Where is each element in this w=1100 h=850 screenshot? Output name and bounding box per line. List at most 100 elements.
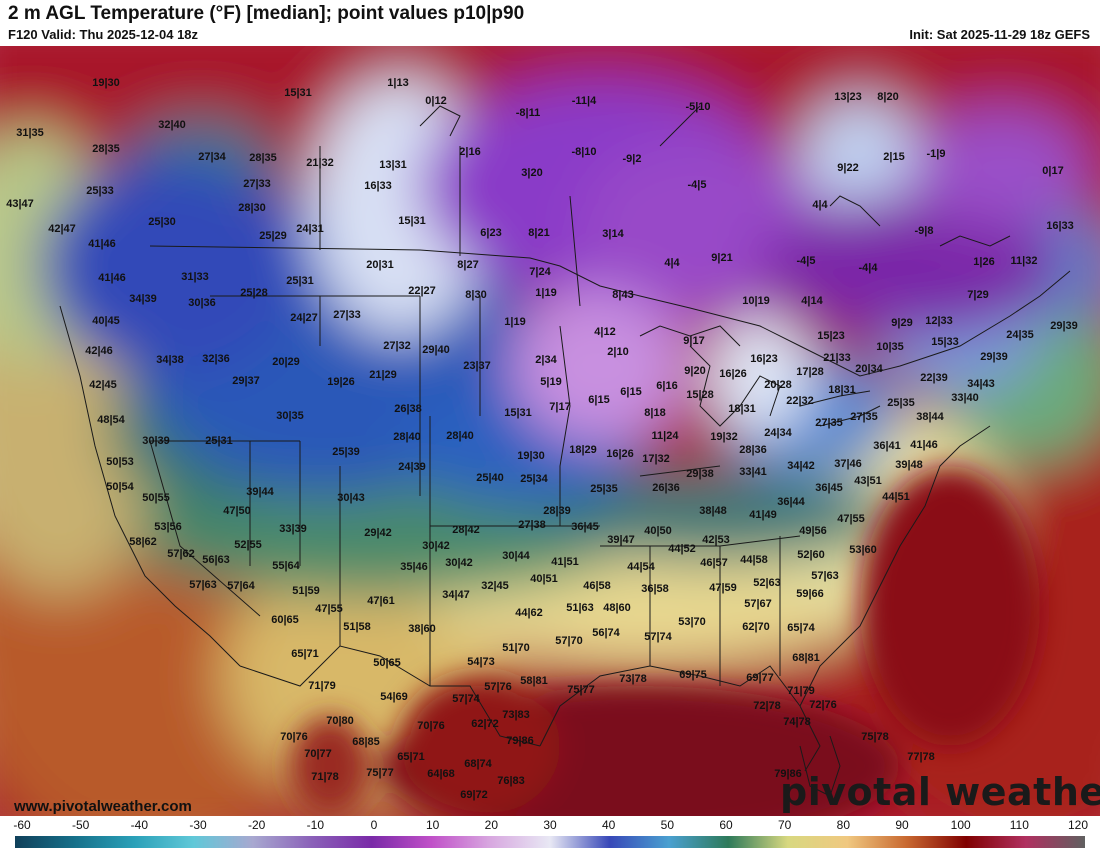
colorbar-tick-label: 100 [950, 818, 971, 832]
point-value: -4|4 [859, 262, 879, 274]
point-value: 51|59 [292, 585, 320, 597]
point-value: 27|33 [243, 178, 271, 190]
point-value: 73|83 [502, 709, 530, 721]
point-value: 6|16 [656, 380, 677, 392]
website-link[interactable]: www.pivotalweather.com [14, 798, 192, 815]
point-value: 28|35 [92, 143, 120, 155]
point-value: 0|17 [1042, 165, 1063, 177]
point-value: 43|51 [854, 475, 882, 487]
point-value: 70|77 [304, 748, 332, 760]
point-value: 71|79 [787, 685, 815, 697]
point-value: 1|19 [504, 316, 525, 328]
point-value: 68|85 [352, 736, 380, 748]
point-value: 2|10 [607, 346, 628, 358]
point-value: 2|16 [459, 146, 480, 158]
point-value: -4|5 [688, 179, 707, 191]
point-value: 17|32 [642, 453, 670, 465]
point-value: 13|31 [379, 159, 407, 171]
point-value: 27|32 [383, 340, 411, 352]
point-value: 30|35 [276, 410, 304, 422]
point-value: 7|29 [967, 289, 988, 301]
point-value: 47|55 [837, 513, 865, 525]
point-value: 16|33 [364, 180, 392, 192]
point-value: 39|48 [895, 459, 923, 471]
point-value: 21|33 [823, 352, 851, 364]
point-value: 15|31 [398, 215, 426, 227]
point-value: 52|60 [797, 549, 825, 561]
point-value: 22|39 [920, 372, 948, 384]
point-value: 20|34 [855, 363, 883, 375]
point-value: 71|78 [311, 771, 339, 783]
point-value: 31|35 [16, 127, 44, 139]
point-value: 71|79 [308, 680, 336, 692]
point-value: 16|26 [606, 448, 634, 460]
point-value: 11|24 [652, 430, 680, 442]
point-value: 50|55 [142, 492, 170, 504]
point-value: 53|56 [154, 521, 182, 533]
colorbar-tick-label: 120 [1067, 818, 1089, 832]
point-value: 8|21 [528, 227, 549, 239]
point-value: 31|33 [181, 271, 209, 283]
init-time: Init: Sat 2025-11-29 18z GEFS [909, 27, 1090, 42]
point-value: 19|30 [517, 450, 545, 462]
point-value: 59|66 [796, 588, 824, 600]
point-value: 57|74 [452, 693, 480, 705]
point-value: 21|32 [306, 157, 334, 169]
point-value: 8|20 [877, 91, 898, 103]
point-value: 25|29 [259, 230, 287, 242]
colorbar-gradient [15, 836, 1085, 848]
point-value: 27|34 [198, 151, 226, 163]
point-value: 30|44 [502, 550, 530, 562]
point-value: 29|42 [364, 527, 392, 539]
point-value: 40|50 [644, 525, 672, 537]
point-value: 8|27 [457, 259, 478, 271]
point-value: 28|40 [446, 430, 474, 442]
point-value: 26|38 [394, 403, 422, 415]
point-value: 54|69 [380, 691, 408, 703]
point-value: 35|46 [400, 561, 428, 573]
point-value: 5|19 [540, 376, 561, 388]
point-value: 20|31 [366, 259, 394, 271]
point-value: 34|42 [787, 460, 815, 472]
point-value: 42|46 [85, 345, 113, 357]
point-value: 15|31 [284, 87, 312, 99]
point-value: 3|20 [521, 167, 542, 179]
boundaries [59, 105, 1071, 772]
point-value: 51|70 [502, 642, 530, 654]
point-value: 28|36 [739, 444, 767, 456]
point-value: 22|27 [408, 285, 436, 297]
point-value: 8|18 [644, 407, 665, 419]
point-value: 9|22 [837, 162, 858, 174]
point-value: 37|46 [834, 458, 862, 470]
point-value: 11|32 [1011, 255, 1038, 267]
point-value: 58|62 [129, 536, 157, 548]
point-value: 38|44 [916, 411, 944, 423]
point-value: 72|78 [753, 700, 781, 712]
point-value: 19|30 [92, 77, 120, 89]
point-value: 57|64 [227, 580, 255, 592]
point-value: 41|46 [910, 439, 938, 451]
point-value: 24|39 [398, 461, 426, 473]
point-value: 48|60 [603, 602, 631, 614]
point-value: 10|35 [876, 341, 904, 353]
point-value: 56|63 [202, 554, 230, 566]
point-value: 51|63 [566, 602, 594, 614]
point-value: 33|40 [951, 392, 979, 404]
point-value: 29|39 [1050, 320, 1078, 332]
point-value: -8|11 [516, 107, 541, 119]
point-value: 12|33 [925, 315, 953, 327]
point-value: 9|17 [683, 335, 704, 347]
point-value: 50|53 [106, 456, 134, 468]
point-value: 60|65 [271, 614, 299, 626]
point-value: 49|56 [799, 525, 827, 537]
point-value: 29|39 [980, 351, 1008, 363]
point-value: 75|77 [366, 767, 394, 779]
point-value: 57|76 [484, 681, 512, 693]
point-value: 1|19 [535, 287, 556, 299]
point-value: 51|58 [343, 621, 371, 633]
point-value: 27|38 [518, 519, 546, 531]
point-value: 36|41 [873, 440, 901, 452]
point-value: 32|36 [202, 353, 230, 365]
temperature-map: 19|30 15|31 1|13 0|12 -8|11 -11|4 -5|10 13|23 8|… [0, 46, 1100, 816]
point-value: 9|20 [684, 365, 705, 377]
